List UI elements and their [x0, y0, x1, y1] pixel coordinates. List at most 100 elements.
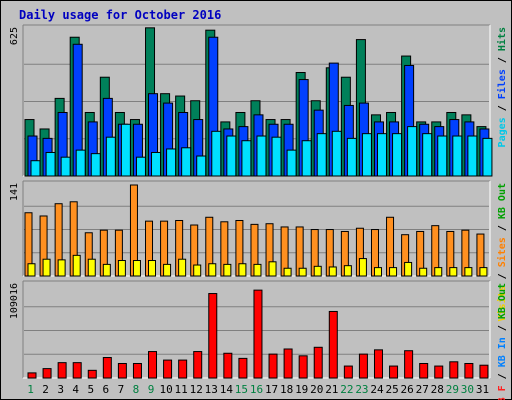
bar-pages-4	[75, 149, 86, 177]
x-tick-label-1: 1	[27, 383, 34, 396]
bar-sites-16	[253, 263, 262, 277]
bar-sites-1	[27, 263, 36, 277]
x-tick-label-14: 14	[220, 383, 234, 396]
bar-sites-15	[238, 263, 247, 277]
legend-separator: /	[497, 219, 508, 237]
x-tick-label-18: 18	[280, 383, 293, 396]
legend-entry-pages: Pages	[497, 117, 508, 147]
x-tick-label-2: 2	[42, 383, 49, 396]
bar-sites-6	[102, 263, 111, 277]
legend-entry-kb-out: KB Out	[497, 283, 508, 319]
bar-pages-9	[151, 151, 162, 177]
bar-sites-18	[283, 267, 292, 277]
bar-kb-f-1	[27, 372, 37, 379]
y-max-label: 109016	[9, 283, 20, 319]
panel-top: 625 Pages / Files / Hits	[9, 24, 508, 177]
x-tick-label-23: 23	[355, 383, 368, 396]
x-tick-label-17: 17	[265, 383, 278, 396]
bar-kb-f-14	[223, 352, 233, 379]
bar-sites-13	[208, 263, 217, 277]
bar-kb-f-4	[72, 362, 82, 379]
bar-kb-f-22	[343, 365, 353, 379]
legend-entry-hits: Hits	[496, 27, 508, 51]
bar-kb-f-2	[42, 368, 52, 379]
right-legend: Visits / Sites / KB Out	[496, 183, 508, 321]
bar-kb-f-25	[389, 365, 399, 379]
x-tick-label-31: 31	[476, 383, 489, 396]
bar-kb-f-9	[148, 351, 158, 379]
legend-entry-visits: Visits	[496, 285, 508, 321]
bar-kb-f-31	[479, 364, 489, 379]
bar-kb-f-7	[117, 362, 127, 379]
x-tick-label-20: 20	[310, 383, 323, 396]
bar-pages-15	[241, 140, 252, 177]
right-legend: Pages / Files / Hits	[496, 27, 508, 147]
bar-kb-f-19	[298, 355, 308, 379]
bar-kb-f-20	[313, 346, 323, 379]
bar-sites-22	[343, 265, 352, 277]
legend-separator: /	[497, 367, 508, 385]
bar-kb-f-30	[464, 362, 474, 379]
legend-entry-files: Files	[496, 69, 508, 99]
bar-pages-3	[60, 156, 71, 177]
bar-pages-12	[196, 155, 207, 177]
bar-pages-17	[271, 136, 282, 177]
bar-sites-14	[223, 263, 232, 277]
x-tick-label-26: 26	[401, 383, 414, 396]
bar-pages-5	[90, 153, 101, 177]
x-tick-label-15: 15	[235, 383, 248, 396]
bar-pages-26	[407, 126, 418, 177]
bar-pages-24	[376, 133, 387, 177]
bar-pages-31	[482, 137, 493, 177]
bar-kb-f-24	[373, 349, 383, 379]
bar-sites-11	[178, 258, 187, 277]
bar-kb-f-16	[253, 289, 263, 379]
x-tick-label-21: 21	[325, 383, 338, 396]
bar-sites-4	[72, 254, 81, 277]
bar-sites-30	[464, 267, 473, 277]
bar-kb-f-3	[57, 362, 67, 379]
bar-pages-22	[346, 137, 357, 177]
bar-kb-f-13	[208, 293, 218, 379]
legend-separator: /	[497, 319, 508, 337]
legend-separator: /	[497, 99, 508, 117]
bar-sites-2	[42, 258, 51, 277]
bar-pages-6	[105, 136, 116, 177]
legend-separator: /	[497, 51, 508, 69]
x-tick-label-27: 27	[416, 383, 429, 396]
bar-pages-28	[437, 135, 448, 177]
x-tick-label-11: 11	[175, 383, 188, 396]
bar-kb-f-29	[449, 361, 459, 379]
bar-kb-f-21	[328, 310, 338, 379]
bar-kb-f-18	[283, 348, 293, 379]
bar-pages-29	[452, 135, 463, 177]
bar-pages-20	[316, 133, 327, 177]
bar-sites-25	[389, 267, 398, 277]
legend-separator: /	[497, 267, 508, 285]
bar-kb-f-8	[132, 362, 142, 379]
bar-kb-f-5	[87, 369, 97, 379]
bar-pages-25	[392, 133, 403, 177]
bar-sites-17	[268, 261, 277, 277]
x-tick-label-9: 9	[148, 383, 155, 396]
bar-sites-21	[328, 266, 337, 277]
bar-kb-f-28	[434, 365, 444, 379]
bar-pages-10	[166, 148, 177, 177]
bar-kb-f-11	[178, 359, 188, 379]
panel-middle: 141 Visits / Sites / KB Out	[9, 180, 508, 321]
bar-sites-9	[148, 260, 157, 277]
x-tick-label-12: 12	[190, 383, 203, 396]
bar-sites-29	[449, 267, 458, 277]
bar-kb-f-17	[268, 353, 278, 379]
bar-sites-8	[132, 260, 141, 277]
bar-pages-30	[467, 135, 478, 177]
x-tick-label-10: 10	[159, 383, 172, 396]
x-tick-label-16: 16	[250, 383, 263, 396]
bar-pages-14	[226, 135, 237, 177]
bar-pages-2	[45, 151, 56, 177]
bar-sites-5	[87, 258, 96, 277]
bar-sites-3	[57, 259, 66, 277]
bar-sites-19	[298, 267, 307, 277]
bar-sites-26	[404, 261, 413, 277]
bar-sites-28	[434, 267, 443, 277]
